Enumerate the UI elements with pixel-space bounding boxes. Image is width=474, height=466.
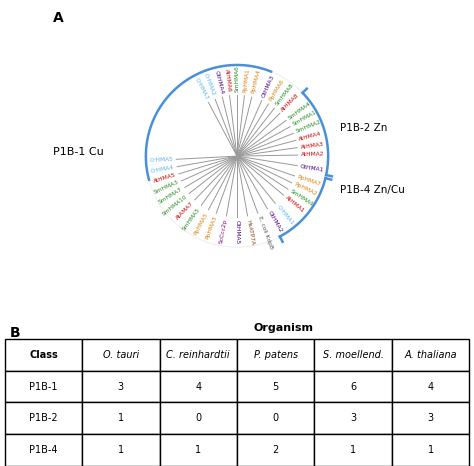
- Text: PpHMA2: PpHMA2: [293, 182, 318, 197]
- Text: PpHMA1: PpHMA1: [242, 68, 250, 93]
- Text: CrHMA5: CrHMA5: [149, 157, 173, 163]
- Text: PpHMA3: PpHMA3: [204, 215, 218, 240]
- Text: A: A: [53, 11, 64, 25]
- Text: ScCcc2p: ScCcc2p: [219, 219, 228, 245]
- Text: PpHMA7: PpHMA7: [297, 175, 322, 187]
- Text: SmHMA2: SmHMA2: [295, 120, 322, 134]
- Text: AtHMA3: AtHMA3: [300, 142, 324, 150]
- Text: B: B: [9, 326, 20, 340]
- Text: CrHMA3: CrHMA3: [193, 77, 209, 101]
- Text: P1B-1 Cu: P1B-1 Cu: [53, 147, 104, 157]
- Text: OtHMA5: OtHMA5: [235, 220, 239, 245]
- Text: PpHMA4: PpHMA4: [250, 69, 261, 95]
- Text: AtHMA6: AtHMA6: [224, 69, 232, 93]
- Text: OtHMA3: OtHMA3: [261, 75, 275, 98]
- Text: SmHMA4: SmHMA4: [287, 101, 312, 120]
- Text: SmHMA6: SmHMA6: [235, 65, 239, 92]
- Text: AtHMA8: AtHMA8: [281, 92, 301, 112]
- Text: CrHMA4: CrHMA4: [150, 165, 174, 174]
- Text: SmHMA10: SmHMA10: [161, 194, 188, 216]
- Text: SmHMA8: SmHMA8: [274, 83, 295, 107]
- Text: SmHMA5: SmHMA5: [182, 206, 201, 231]
- Text: SmHMA7: SmHMA7: [158, 187, 183, 205]
- Text: SmHMA9: SmHMA9: [290, 189, 315, 208]
- Text: PpHMA5: PpHMA5: [193, 212, 209, 236]
- Text: HsATP7A: HsATP7A: [246, 219, 255, 245]
- Text: SmHMA1: SmHMA1: [292, 110, 318, 127]
- Text: CrHMA1: CrHMA1: [275, 205, 294, 226]
- Text: OtHMA2: OtHMA2: [267, 211, 283, 234]
- Text: AtHMA4: AtHMA4: [298, 131, 322, 142]
- Text: PpHMA6: PpHMA6: [268, 79, 285, 103]
- Text: P1B-4 Zn/Cu: P1B-4 Zn/Cu: [340, 185, 405, 195]
- Text: AtAMA7: AtAMA7: [175, 200, 194, 220]
- Text: Organism: Organism: [254, 323, 313, 333]
- Text: SmHMA3: SmHMA3: [153, 180, 180, 195]
- Text: E. coli KdpB: E. coli KdpB: [256, 215, 273, 250]
- Text: OtHMA4: OtHMA4: [213, 70, 224, 95]
- Text: AtHMA5: AtHMA5: [153, 172, 176, 184]
- Text: CrHMA2: CrHMA2: [203, 73, 216, 97]
- Text: OtHMA1: OtHMA1: [300, 164, 325, 172]
- Text: AtHMA1: AtHMA1: [284, 195, 306, 214]
- Text: P1B-2 Zn: P1B-2 Zn: [340, 123, 387, 133]
- Text: AtHMA2: AtHMA2: [301, 152, 325, 158]
